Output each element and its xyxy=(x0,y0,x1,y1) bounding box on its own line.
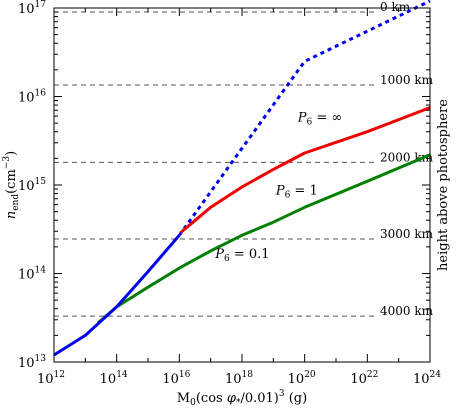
height-label-bg xyxy=(378,306,430,320)
curve-label: P6 = 0.1 xyxy=(214,247,269,264)
height-label-bg xyxy=(378,152,430,166)
height-reference-lines: 0 km 1000 km 2000 km 3000 km 4000 km xyxy=(54,0,434,320)
x-tick-label: 1016 xyxy=(162,370,190,387)
curve-label: P6 = ∞ xyxy=(297,111,342,128)
right-axis-title: height above photosphere xyxy=(436,99,451,271)
height-label: 3000 km xyxy=(380,227,434,241)
x-tick-label: 1024 xyxy=(413,370,441,387)
axis-tick-labels: 1012 1014 1016 1018 1020 1022 1024 1013 1014 1015… xyxy=(18,0,441,387)
y-tick-label: 1013 xyxy=(18,354,46,371)
series-line xyxy=(178,0,431,237)
height-label: 1000 km xyxy=(380,73,434,87)
height-label-bg xyxy=(378,2,430,16)
series-line xyxy=(53,234,181,357)
y-tick-label: 1016 xyxy=(18,89,46,106)
x-tick-label: 1018 xyxy=(225,370,253,387)
x-tick-label: 1012 xyxy=(37,370,65,387)
data-curves xyxy=(53,0,431,357)
height-label: 4000 km xyxy=(380,304,434,318)
x-axis-title: M0(cos φ*/0.01)3 (g) xyxy=(177,389,307,408)
x-tick-label: 1022 xyxy=(350,370,378,387)
series-line xyxy=(179,106,431,234)
height-label: 2000 km xyxy=(380,150,434,164)
x-tick-label: 1014 xyxy=(100,370,128,387)
y-tick-label: 1017 xyxy=(18,0,46,17)
curve-labels: P6 = ∞ P6 = 1 P6 = 0.1 xyxy=(214,111,342,264)
plot-frame xyxy=(53,7,431,363)
curve-label: P6 = 1 xyxy=(275,184,318,201)
y-tick-label: 1014 xyxy=(18,266,46,283)
axis-ticks xyxy=(53,7,431,363)
height-label: 0 km xyxy=(380,0,411,14)
series-line xyxy=(96,153,431,325)
height-label-bg xyxy=(378,229,430,243)
y-tick-label: 1015 xyxy=(18,177,46,194)
y-axis-title: nend(cm−3) xyxy=(2,151,21,219)
height-label-bg xyxy=(378,74,430,88)
x-tick-label: 1020 xyxy=(288,370,316,387)
